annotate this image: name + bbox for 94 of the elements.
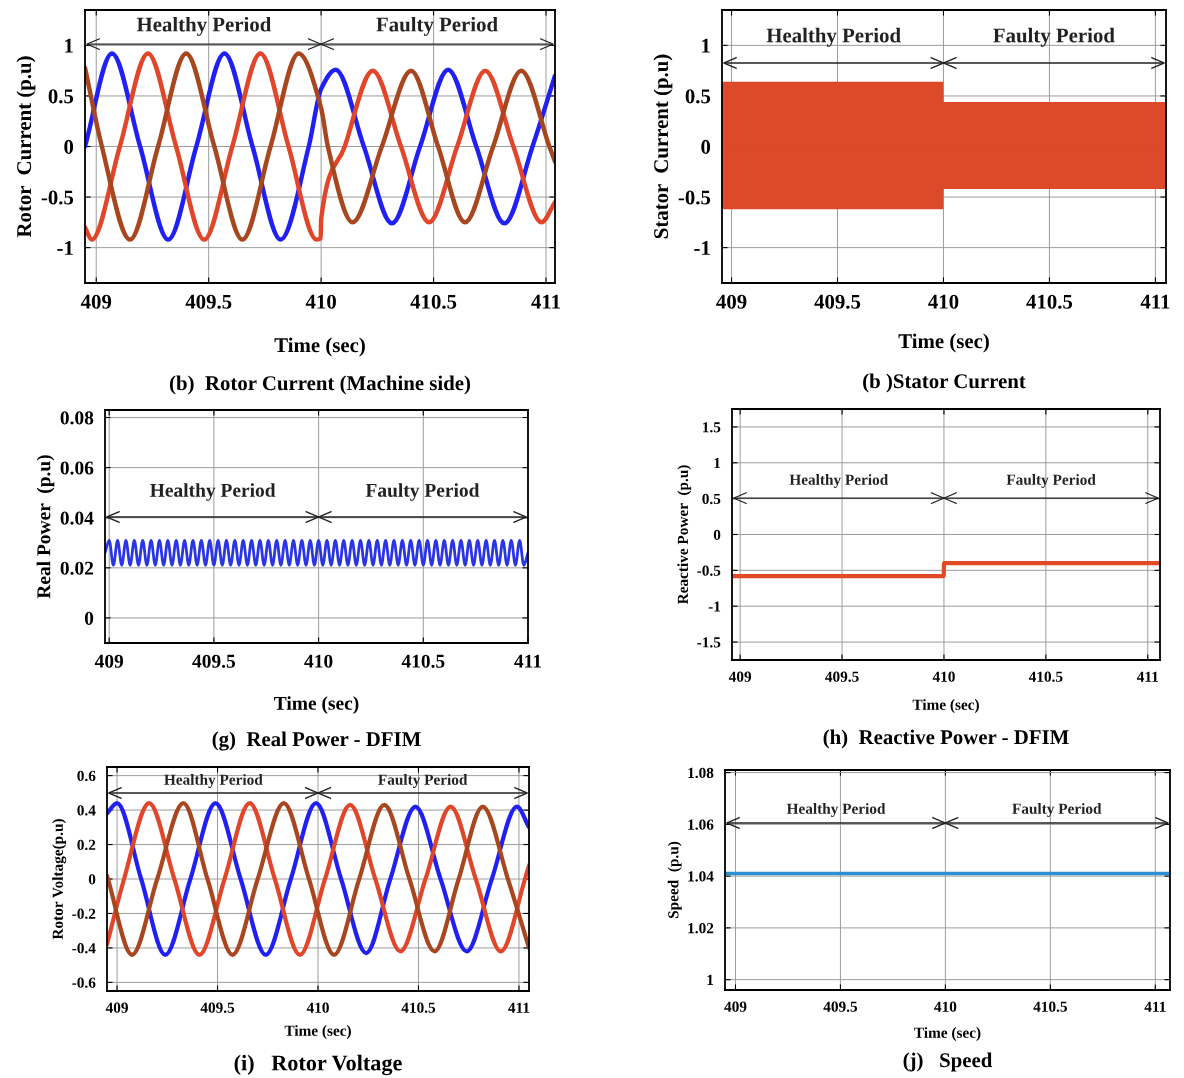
- y-tick-label: -0.2: [72, 908, 96, 919]
- x-tick-label: 410: [305, 294, 336, 309]
- y-tick-label: -0.5: [678, 190, 711, 205]
- y-tick-label: 0.5: [48, 89, 74, 104]
- y-tick-label: -1.5: [697, 637, 721, 648]
- y-tick-label: 1.08: [688, 767, 714, 779]
- x-tick-label: 410.5: [401, 1002, 436, 1013]
- x-tick-label: 410: [928, 294, 959, 309]
- y-tick-label: 0.5: [702, 493, 721, 505]
- y-tick-label: 0: [64, 139, 74, 154]
- y-tick-label: 0.04: [60, 511, 94, 525]
- y-tick-label: -1: [708, 601, 721, 612]
- x-axis-title: Time (sec): [912, 699, 979, 713]
- x-axis-title: Time (sec): [284, 1025, 351, 1039]
- x-tick-label: 411: [1144, 1001, 1166, 1012]
- y-tick-label: 1: [65, 38, 73, 53]
- annotation: Healthy Period: [150, 483, 276, 501]
- annotation: Healthy Period: [786, 803, 886, 817]
- y-axis-title: Stator Current (p.u): [653, 54, 673, 239]
- y-tick-label: 1.06: [688, 819, 714, 830]
- y-tick-label: -0.6: [72, 977, 96, 988]
- x-tick-label: 411: [514, 654, 542, 668]
- annotation: Faulty Period: [1012, 803, 1102, 817]
- x-tick-label: 409.5: [185, 294, 232, 309]
- x-axis-title: Time (sec): [898, 333, 989, 353]
- y-tick-label: 1.04: [688, 871, 714, 882]
- annotation: Healthy Period: [789, 474, 889, 488]
- y-tick-label: -1: [694, 241, 710, 255]
- y-tick-label: -0.5: [697, 565, 721, 576]
- x-tick-label: 411: [531, 294, 560, 309]
- x-axis-title: Time (sec): [914, 1027, 981, 1041]
- x-tick-label: 410.5: [1028, 671, 1063, 682]
- x-axis-title: Time (sec): [274, 337, 365, 357]
- text: (g) Real Power - DFIM: [212, 731, 421, 751]
- x-tick-label: 410: [304, 654, 333, 668]
- y-tick-label: -1: [57, 241, 73, 255]
- text: (b) Rotor Current (Machine side): [169, 375, 471, 395]
- x-tick-label: 409: [94, 654, 124, 668]
- y-tick-label: 1: [707, 974, 714, 985]
- x-tick-label: 409: [728, 671, 752, 682]
- y-tick-label: 0.6: [77, 770, 96, 782]
- text: (h) Reactive Power - DFIM: [823, 729, 1069, 749]
- annotation: Healthy Period: [766, 27, 901, 47]
- y-tick-label: 0.5: [685, 89, 711, 104]
- y-tick-label: 0.02: [60, 561, 94, 575]
- x-tick-label: 409.5: [823, 1001, 858, 1012]
- x-tick-label: 409.5: [825, 671, 859, 682]
- x-tick-label: 410.5: [401, 654, 445, 668]
- x-tick-label: 410: [934, 1001, 957, 1012]
- x-tick-label: 409.5: [200, 1002, 235, 1013]
- x-tick-label: 409: [716, 294, 747, 309]
- x-tick-label: 409.5: [192, 654, 236, 668]
- y-axis-title: Real Power (p.u): [36, 455, 55, 599]
- x-tick-label: 409: [80, 294, 112, 309]
- annotation: Healthy Period: [164, 774, 263, 788]
- y-tick-label: 0: [701, 139, 711, 154]
- x-tick-label: 409: [105, 1002, 128, 1013]
- y-axis-title: Rotor Current (p.u): [16, 56, 36, 238]
- annotation: Faulty Period: [993, 27, 1115, 47]
- y-tick-label: -0.5: [41, 190, 74, 205]
- annotation: Healthy Period: [136, 16, 272, 36]
- y-axis-title: Reactive Power (p.u): [677, 465, 692, 605]
- y-tick-label: 0: [84, 611, 94, 625]
- x-tick-label: 409.5: [814, 294, 861, 309]
- x-tick-label: 410: [932, 671, 955, 682]
- y-tick-label: 0.2: [77, 839, 96, 851]
- y-tick-label: -0.4: [72, 943, 96, 954]
- text: (i) Rotor Voltage: [234, 1054, 402, 1076]
- x-tick-label: 411: [508, 1002, 530, 1013]
- y-axis-title: Speed (p.u): [667, 841, 682, 919]
- y-tick-label: 0.4: [77, 805, 96, 816]
- y-tick-label: 0.06: [60, 461, 94, 475]
- x-tick-label: 410.5: [1033, 1001, 1067, 1012]
- y-tick-label: 0: [88, 874, 96, 885]
- y-tick-label: 1: [714, 458, 721, 469]
- annotation: Faulty Period: [1006, 474, 1096, 488]
- y-tick-label: 0: [713, 529, 721, 540]
- y-axis-title: Rotor Voltage(p.u): [52, 819, 67, 940]
- x-tick-label: 410.5: [1026, 294, 1073, 309]
- text: (b )Stator Current: [863, 373, 1026, 393]
- y-tick-label: 1: [702, 38, 710, 53]
- y-tick-label: 0.08: [60, 411, 94, 425]
- x-tick-label: 410.5: [410, 294, 457, 309]
- annotation: Faulty Period: [378, 774, 468, 788]
- y-tick-label: 1.5: [703, 422, 721, 433]
- x-tick-label: 409: [724, 1001, 747, 1012]
- x-tick-label: 411: [1140, 294, 1170, 309]
- x-tick-label: 410: [306, 1002, 329, 1013]
- x-tick-label: 411: [1136, 671, 1159, 682]
- annotation: Faulty Period: [376, 16, 498, 36]
- annotation: Faulty Period: [365, 483, 480, 501]
- y-tick-label: 1.02: [688, 923, 714, 934]
- x-axis-title: Time (sec): [274, 696, 359, 714]
- text: (j) Speed: [903, 1052, 993, 1072]
